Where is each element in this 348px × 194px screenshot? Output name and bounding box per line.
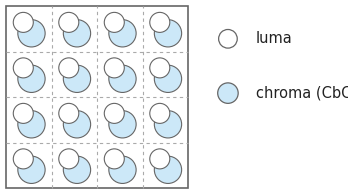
Circle shape bbox=[18, 156, 45, 184]
Circle shape bbox=[63, 156, 90, 184]
Circle shape bbox=[59, 103, 79, 123]
Circle shape bbox=[104, 58, 124, 78]
Circle shape bbox=[154, 156, 182, 184]
Circle shape bbox=[59, 149, 79, 169]
Circle shape bbox=[150, 12, 170, 32]
Circle shape bbox=[218, 83, 238, 103]
Circle shape bbox=[18, 111, 45, 138]
Circle shape bbox=[154, 111, 182, 138]
Circle shape bbox=[18, 65, 45, 93]
Circle shape bbox=[59, 12, 79, 32]
Circle shape bbox=[150, 58, 170, 78]
Bar bbox=[6, 6, 188, 188]
Text: chroma (CbCr): chroma (CbCr) bbox=[256, 86, 348, 101]
Circle shape bbox=[104, 12, 124, 32]
Circle shape bbox=[109, 20, 136, 47]
Circle shape bbox=[150, 149, 170, 169]
Circle shape bbox=[109, 65, 136, 93]
Circle shape bbox=[154, 20, 182, 47]
Circle shape bbox=[13, 58, 33, 78]
Circle shape bbox=[13, 103, 33, 123]
Circle shape bbox=[154, 65, 182, 93]
Circle shape bbox=[104, 149, 124, 169]
Circle shape bbox=[104, 103, 124, 123]
Circle shape bbox=[63, 20, 90, 47]
Circle shape bbox=[13, 12, 33, 32]
Circle shape bbox=[109, 111, 136, 138]
Circle shape bbox=[13, 149, 33, 169]
Circle shape bbox=[18, 20, 45, 47]
Circle shape bbox=[63, 111, 90, 138]
Circle shape bbox=[109, 156, 136, 184]
Circle shape bbox=[59, 58, 79, 78]
Circle shape bbox=[63, 65, 90, 93]
Circle shape bbox=[219, 29, 237, 48]
Text: luma: luma bbox=[256, 31, 293, 46]
Circle shape bbox=[150, 103, 170, 123]
